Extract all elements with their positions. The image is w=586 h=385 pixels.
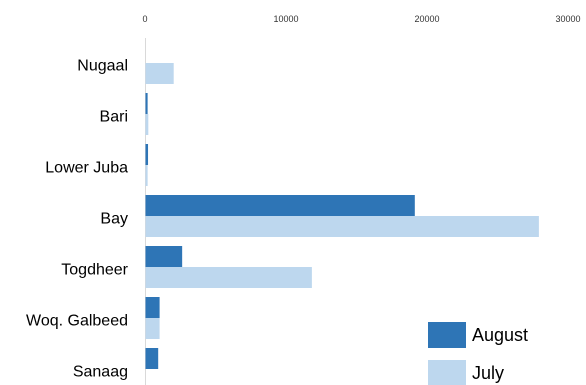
bar-august-bay: [145, 195, 415, 216]
legend-swatch-july: [428, 360, 466, 385]
category-label: Sanaag: [73, 364, 128, 381]
x-tick-label: 10000: [273, 14, 298, 24]
bar-august-bari: [145, 93, 148, 114]
category-label: Bari: [100, 109, 128, 126]
bar-july-bari: [145, 114, 149, 135]
bar-august-lower-juba: [145, 144, 149, 165]
bar-august-togdheer: [145, 246, 183, 267]
bar-july-lower-juba: [145, 165, 148, 186]
x-tick-label: 0: [142, 14, 147, 24]
bar-august-sanaag: [145, 348, 159, 369]
category-label: Woq. Galbeed: [26, 313, 128, 330]
x-tick-label: 30000: [555, 14, 580, 24]
category-label: Lower Juba: [45, 160, 128, 177]
x-tick-label: 20000: [414, 14, 439, 24]
bar-july-bay: [145, 216, 539, 237]
legend-label-august: August: [472, 325, 528, 345]
category-label: Bay: [100, 211, 128, 228]
legend: August July: [428, 322, 528, 385]
bar-july-woq-galbeed: [145, 318, 160, 339]
bars: [145, 63, 539, 369]
bar-july-togdheer: [145, 267, 312, 288]
category-label: Nugaal: [77, 58, 128, 75]
bar-july-nugaal: [145, 63, 174, 84]
x-axis-ticks: 0 10000 20000 30000: [142, 14, 580, 24]
category-label: Togdheer: [61, 262, 128, 279]
legend-label-july: July: [472, 363, 504, 383]
category-labels: Nugaal Bari Lower Juba Bay Togdheer Woq. Galb…: [26, 58, 129, 381]
legend-swatch-august: [428, 322, 466, 348]
bar-august-woq-galbeed: [145, 297, 160, 318]
